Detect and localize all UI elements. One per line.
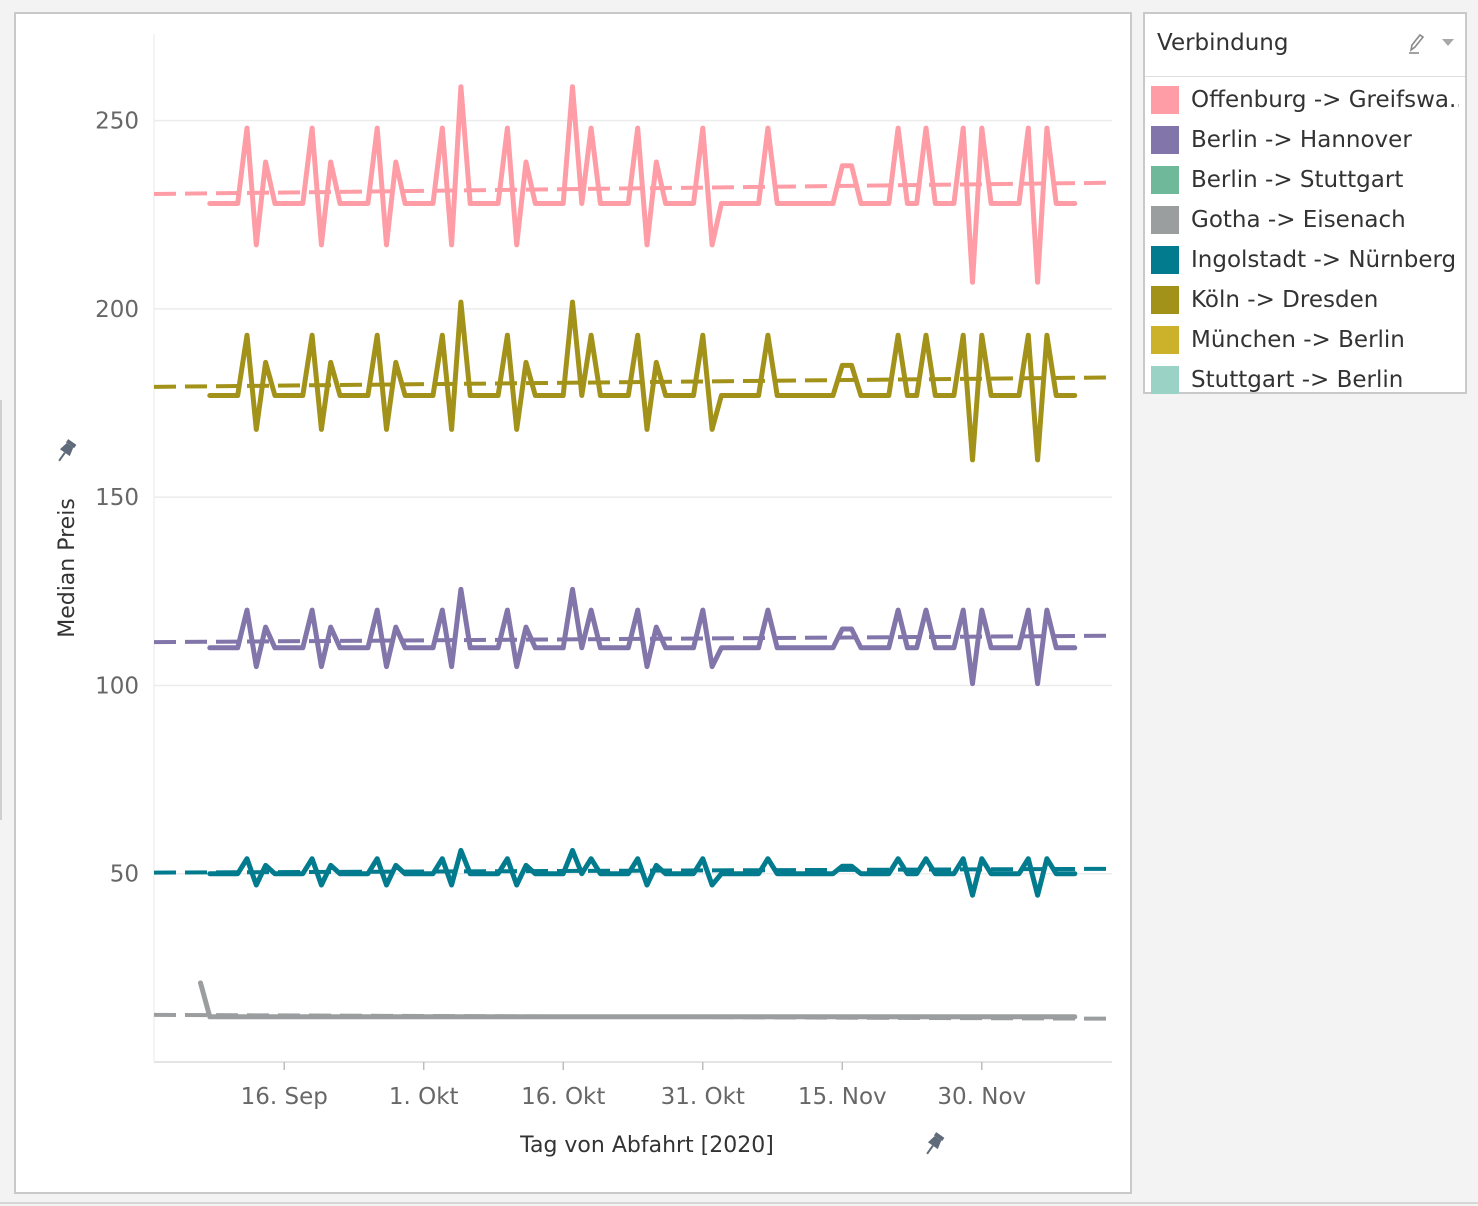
- series-line: [207, 586, 1078, 687]
- legend-swatch: [1151, 286, 1179, 314]
- y-tick-label: 150: [95, 485, 139, 511]
- chart-panel: 50 100 150 200 250 16. Sep 1. Okt 16. Okt 31. Ok…: [14, 12, 1132, 1194]
- series-line: [198, 980, 1078, 1020]
- legend-items: Offenburg -> Greifswa.. Berlin -> Hannove…: [1145, 80, 1465, 400]
- trend-line: [153, 375, 1113, 389]
- legend-label: München -> Berlin: [1191, 327, 1405, 353]
- legend-swatch: [1151, 206, 1179, 234]
- legend-item[interactable]: Gotha -> Eisenach: [1145, 200, 1465, 240]
- bottom-divider: [0, 1202, 1478, 1204]
- legend-label: Gotha -> Eisenach: [1191, 207, 1406, 233]
- y-axis-title: Median Preis: [55, 498, 80, 638]
- legend-swatch: [1151, 246, 1179, 274]
- x-tick-label: 31. Okt: [661, 1084, 745, 1110]
- legend-item[interactable]: Berlin -> Hannover: [1145, 120, 1465, 160]
- y-tick-label: 50: [110, 862, 139, 888]
- legend-divider: [1145, 76, 1465, 77]
- legend-item[interactable]: Berlin -> Stuttgart: [1145, 160, 1465, 200]
- series-line: [207, 847, 1078, 898]
- legend-item[interactable]: München -> Berlin: [1145, 320, 1465, 360]
- legend-title: Verbindung: [1157, 30, 1289, 56]
- pencil-icon[interactable]: [1407, 32, 1425, 54]
- legend-label: Offenburg -> Greifswa..: [1191, 87, 1459, 113]
- series-line: [207, 299, 1078, 463]
- legend-label: Berlin -> Hannover: [1191, 127, 1412, 153]
- legend-swatch: [1151, 86, 1179, 114]
- x-axis-title: Tag von Abfahrt [2020]: [519, 1133, 774, 1158]
- legend-header: Verbindung: [1145, 14, 1465, 76]
- legend-item[interactable]: Köln -> Dresden: [1145, 280, 1465, 320]
- trend-line: [153, 633, 1113, 645]
- y-tick-label: 200: [95, 297, 139, 323]
- legend-swatch: [1151, 366, 1179, 394]
- dropdown-arrow-icon[interactable]: [1441, 38, 1455, 48]
- left-panel-edge: [0, 400, 2, 820]
- legend-label: Stuttgart -> Berlin: [1191, 367, 1404, 393]
- pin-icon[interactable]: [54, 439, 77, 465]
- legend-swatch: [1151, 326, 1179, 354]
- legend-label: Köln -> Dresden: [1191, 287, 1379, 313]
- series-line: [207, 84, 1078, 285]
- line-chart: 50 100 150 200 250 16. Sep 1. Okt 16. Okt 31. Ok…: [54, 34, 1113, 1158]
- legend-label: Ingolstadt -> Nürnberg: [1191, 247, 1457, 273]
- trend-line: [153, 1012, 1113, 1021]
- x-tick-label: 30. Nov: [937, 1084, 1026, 1110]
- x-tick-label: 15. Nov: [798, 1084, 887, 1110]
- x-tick-label: 16. Okt: [521, 1084, 605, 1110]
- trend-line: [153, 866, 1113, 875]
- pin-icon[interactable]: [922, 1132, 945, 1158]
- legend-swatch: [1151, 166, 1179, 194]
- color-legend: Verbindung Offenburg -> Greifswa.. Berlin…: [1143, 12, 1467, 394]
- x-tick-label: 1. Okt: [389, 1084, 459, 1110]
- legend-swatch: [1151, 126, 1179, 154]
- y-tick-label: 100: [95, 673, 139, 699]
- legend-item[interactable]: Offenburg -> Greifswa..: [1145, 80, 1465, 120]
- legend-item[interactable]: Ingolstadt -> Nürnberg: [1145, 240, 1465, 280]
- trend-line: [153, 180, 1113, 197]
- legend-label: Berlin -> Stuttgart: [1191, 167, 1404, 193]
- y-tick-label: 250: [95, 109, 139, 135]
- legend-item[interactable]: Stuttgart -> Berlin: [1145, 360, 1465, 400]
- x-tick-label: 16. Sep: [241, 1084, 328, 1110]
